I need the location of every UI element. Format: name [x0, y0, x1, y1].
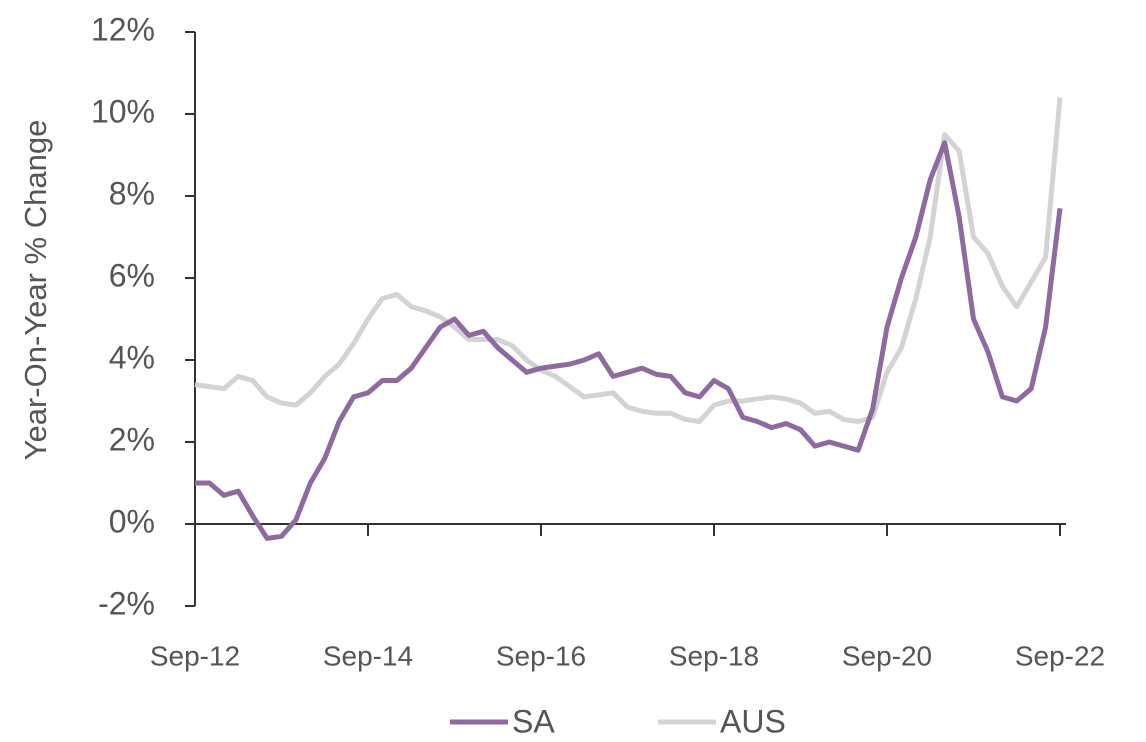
- y-tick-label: 8%: [109, 175, 155, 211]
- y-tick-label: 6%: [109, 257, 155, 293]
- y-tick-label: 4%: [109, 339, 155, 375]
- legend-label: AUS: [720, 703, 786, 739]
- x-tick-label: Sep-12: [150, 640, 240, 671]
- y-tick-label: 2%: [109, 421, 155, 457]
- x-tick-label: Sep-18: [669, 640, 759, 671]
- x-tick-label: Sep-14: [323, 640, 413, 671]
- y-tick-label: 0%: [109, 503, 155, 539]
- x-tick-label: Sep-20: [842, 640, 932, 671]
- y-axis-label: Year-On-Year % Change: [18, 120, 53, 461]
- line-series: [194, 97, 1063, 424]
- y-tick-label: 12%: [91, 11, 155, 47]
- x-tick-label: Sep-22: [1015, 640, 1105, 671]
- legend-label: SA: [512, 703, 555, 739]
- line-series: [195, 140, 1063, 541]
- y-tick-label: -2%: [98, 585, 155, 621]
- x-tick-label: Sep-16: [496, 640, 586, 671]
- y-tick-label: 10%: [91, 93, 155, 129]
